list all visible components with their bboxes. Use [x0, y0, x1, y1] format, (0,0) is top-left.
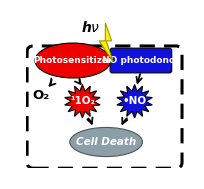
- Text: Photosensitizer: Photosensitizer: [33, 56, 113, 65]
- Polygon shape: [65, 84, 100, 118]
- Text: ¹1O₂: ¹1O₂: [70, 96, 95, 106]
- Text: O₂: O₂: [33, 89, 50, 102]
- Ellipse shape: [35, 43, 111, 78]
- Polygon shape: [99, 23, 113, 62]
- Text: •NO: •NO: [123, 96, 147, 106]
- FancyBboxPatch shape: [110, 48, 172, 73]
- Polygon shape: [117, 84, 152, 118]
- Text: Cell Death: Cell Death: [76, 137, 136, 147]
- FancyBboxPatch shape: [27, 46, 182, 168]
- Text: h$\nu$: h$\nu$: [81, 20, 100, 35]
- Text: NO photodonor: NO photodonor: [102, 56, 180, 65]
- Ellipse shape: [70, 127, 143, 156]
